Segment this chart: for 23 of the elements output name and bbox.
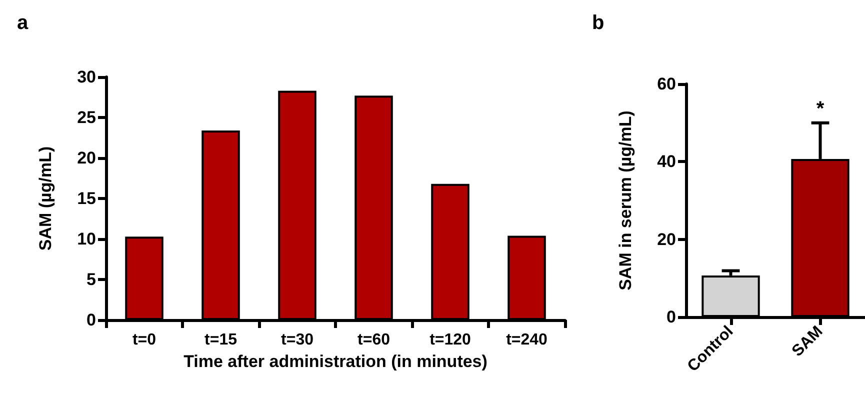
x-tick-label: t=120	[430, 332, 472, 348]
y-tick-label: 15	[77, 189, 96, 208]
y-tick-label: 20	[77, 148, 96, 168]
chart-title: b	[592, 12, 604, 34]
x-tick-label: t=0	[132, 332, 156, 348]
y-tick-label: 30	[77, 68, 96, 86]
x-tick-label: t=240	[506, 332, 548, 348]
y-tick-label: 5	[86, 270, 96, 289]
x-tick-label: t=60	[358, 332, 390, 348]
y-axis-title: SAM in serum (µg/mL)	[616, 110, 635, 290]
x-tick-label: t=15	[204, 332, 238, 348]
y-tick-label: 0	[666, 308, 676, 326]
y-tick-label: 10	[77, 230, 96, 248]
x-axis-title: Time after administration (in minutes)	[184, 352, 488, 371]
y-tick-label: 60	[657, 74, 676, 94]
x-tick-label: t=30	[281, 332, 314, 348]
y-axis-title: SAM (µg/mL)	[36, 146, 55, 251]
annotation: *	[816, 98, 824, 120]
y-tick-label: 0	[86, 310, 96, 330]
chart-title: a	[17, 12, 29, 34]
y-tick-label: 20	[657, 230, 676, 249]
y-tick-label: 40	[657, 152, 676, 172]
y-tick-label: 25	[77, 108, 96, 127]
